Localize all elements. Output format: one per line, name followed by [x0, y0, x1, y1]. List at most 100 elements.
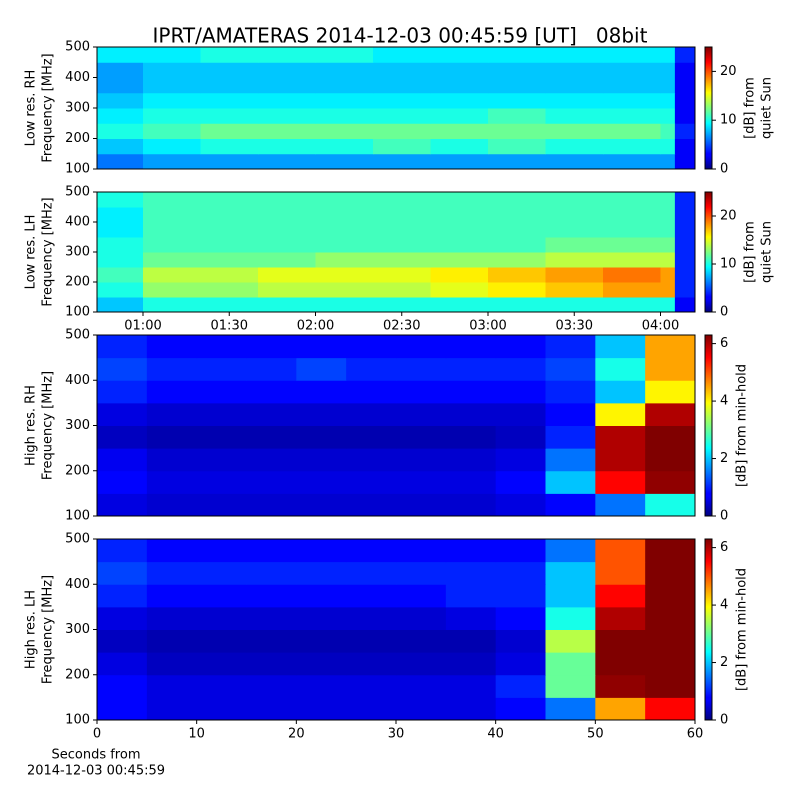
colorbar-label: quiet Sun: [760, 221, 775, 283]
heatmap-cell: [200, 138, 259, 155]
heatmap-cell: [445, 674, 497, 698]
heatmap-cell: [196, 493, 247, 517]
y-axis-label: Low res. RH: [24, 70, 39, 147]
heatmap-cell: [258, 207, 316, 223]
heatmap-cell: [645, 606, 696, 630]
heatmap-cell: [97, 267, 144, 283]
heatmap-cell: [97, 652, 148, 676]
heatmap-cell: [445, 380, 497, 404]
heatmap-cell: [196, 697, 247, 721]
heatmap-cell: [373, 237, 431, 253]
heatmap-cell: [495, 335, 546, 359]
heatmap-cell: [445, 357, 497, 381]
heatmap-cell: [246, 493, 297, 517]
heatmap-cell: [595, 493, 646, 517]
heatmap-cell: [196, 539, 247, 563]
heatmap-cell: [674, 252, 696, 268]
heatmap-cell: [545, 237, 604, 253]
heatmap-cell: [430, 92, 489, 109]
heatmap-cell: [545, 606, 596, 630]
heatmap-cell: [315, 77, 374, 94]
heatmap-cell: [315, 138, 374, 155]
heatmap-cell: [603, 108, 661, 124]
heatmap-cell: [545, 697, 596, 721]
heatmap-cell: [430, 297, 489, 313]
y-axis-label: Frequency [MHz]: [41, 575, 56, 684]
heatmap-cell: [315, 282, 374, 298]
heatmap-cell: [674, 267, 696, 283]
heatmap-cell: [97, 448, 148, 472]
heatmap-cell: [373, 77, 431, 94]
heatmap-cell: [146, 402, 198, 426]
colorbar-tick-label: 20: [720, 64, 737, 79]
heatmap-cell: [258, 237, 316, 253]
heatmap-cell: [660, 192, 676, 208]
heatmap-cell: [595, 539, 646, 563]
heatmap-cell: [258, 267, 316, 283]
heatmap-cell: [97, 282, 144, 298]
y-axis-label: Low res. LH: [24, 215, 39, 290]
heatmap-cell: [495, 584, 546, 608]
heatmap-cell: [430, 123, 489, 139]
heatmap-cell: [97, 561, 148, 585]
heatmap-cell: [296, 584, 347, 608]
heatmap-cell: [200, 222, 259, 238]
heatmap-cell: [488, 77, 546, 94]
heatmap-cell: [603, 153, 661, 170]
heatmap-cell: [603, 252, 661, 268]
heatmap-cell: [488, 222, 546, 238]
heatmap-cell: [445, 335, 497, 359]
x-tick-label: 02:00: [297, 319, 334, 334]
heatmap-cell: [97, 674, 148, 698]
heatmap-cell: [373, 62, 431, 78]
heatmap-cell: [674, 62, 696, 78]
heatmap-cell: [595, 470, 646, 494]
heatmap-cell: [396, 652, 447, 676]
heatmap-cell: [603, 123, 661, 139]
heatmap-cell: [603, 297, 661, 313]
heatmap-cell: [373, 207, 431, 223]
heatmap-cell: [495, 539, 546, 563]
heatmap-cell: [488, 267, 546, 283]
heatmap-cell: [396, 380, 447, 404]
x-tick-label: 40: [487, 727, 504, 742]
heatmap-cell: [545, 629, 596, 653]
heatmap-cell: [296, 652, 347, 676]
heatmap-cell: [488, 138, 546, 155]
heatmap-cell: [396, 674, 447, 698]
heatmap-cell: [97, 380, 148, 404]
heatmap-cell: [143, 192, 201, 208]
heatmap-cell: [430, 192, 489, 208]
heatmap-cell: [258, 47, 316, 63]
heatmap-cell: [146, 606, 198, 630]
heatmap-cell: [445, 425, 497, 449]
heatmap-cell: [97, 123, 144, 139]
heatmap-cell: [396, 448, 447, 472]
colorbar-tick-label: 20: [720, 209, 737, 224]
heatmap-cell: [346, 584, 397, 608]
heatmap-cell: [595, 674, 646, 698]
heatmap-cell: [545, 207, 604, 223]
heatmap-cell: [495, 425, 546, 449]
heatmap-cell: [296, 606, 347, 630]
heatmap-cell: [196, 470, 247, 494]
heatmap-cell: [196, 448, 247, 472]
heatmap-cell: [200, 153, 259, 170]
heatmap-cell: [396, 470, 447, 494]
heatmap-cell: [396, 606, 447, 630]
heatmap-cell: [258, 153, 316, 170]
heatmap-cell: [373, 252, 431, 268]
x-axis-label: 2014-12-03 00:45:59: [27, 764, 165, 779]
heatmap-cell: [445, 652, 497, 676]
heatmap-cell: [430, 222, 489, 238]
heatmap-cell: [146, 425, 198, 449]
heatmap-cell: [445, 539, 497, 563]
y-tick-label: 100: [65, 713, 90, 728]
heatmap-cell: [396, 425, 447, 449]
x-tick-label: 01:00: [124, 319, 161, 334]
heatmap-cell: [246, 629, 297, 653]
heatmap-cell: [200, 47, 259, 63]
heatmap-cell: [674, 237, 696, 253]
heatmap-cell: [674, 222, 696, 238]
heatmap-cell: [545, 448, 596, 472]
